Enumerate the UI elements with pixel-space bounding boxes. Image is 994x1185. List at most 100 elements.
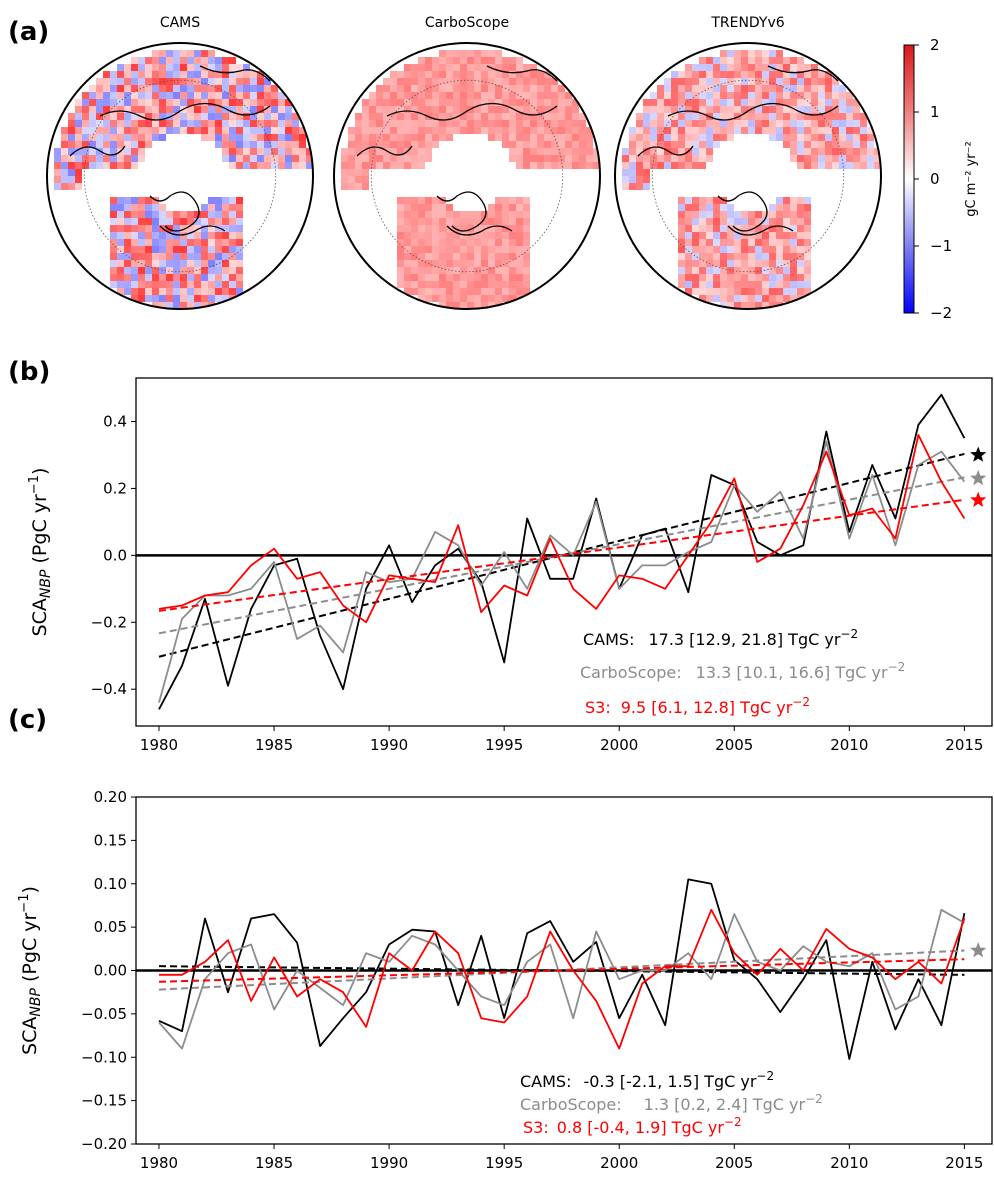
map-cell [699, 71, 706, 78]
map-cell [825, 155, 832, 162]
map-cell [271, 120, 278, 127]
map-cell [839, 155, 846, 162]
map-cell [706, 57, 713, 64]
map-cell [229, 260, 236, 267]
map-cell [215, 92, 222, 99]
map-cell [825, 78, 832, 85]
map-cell [61, 183, 68, 190]
map-cell [250, 78, 257, 85]
map-cells [341, 50, 600, 309]
map-cell [103, 155, 110, 162]
map-cell [734, 64, 741, 71]
map-cell [516, 92, 523, 99]
map-cell [131, 92, 138, 99]
map-cell [152, 134, 159, 141]
map-cell [762, 288, 769, 295]
coastline-segment [727, 225, 794, 236]
map-cell [54, 155, 61, 162]
map-cell [404, 253, 411, 260]
map-cell [734, 127, 741, 134]
map-cell [404, 232, 411, 239]
map-cell [678, 106, 685, 113]
map-cell [222, 113, 229, 120]
map-cell [530, 106, 537, 113]
map-cell [713, 141, 720, 148]
map-cell [509, 64, 516, 71]
map-cell [762, 253, 769, 260]
map-cell [509, 85, 516, 92]
map-cell [117, 260, 124, 267]
map-cell [96, 155, 103, 162]
map-cell [145, 225, 152, 232]
map-cell [734, 295, 741, 302]
map-cell [544, 71, 551, 78]
map-cell [418, 253, 425, 260]
map-cell [194, 246, 201, 253]
map-cell [755, 218, 762, 225]
coastline-segment [149, 191, 200, 232]
map-cell [236, 71, 243, 78]
map-cell [734, 288, 741, 295]
map-cell [685, 260, 692, 267]
map-cell [586, 141, 593, 148]
map-cell [818, 99, 825, 106]
map-cell [790, 85, 797, 92]
map-cell [685, 127, 692, 134]
map-cell [488, 218, 495, 225]
map-cell [790, 204, 797, 211]
map-cell [215, 274, 222, 281]
map-cell [89, 85, 96, 92]
map-cell [699, 260, 706, 267]
map-cell [488, 99, 495, 106]
map-cell [159, 302, 166, 309]
map-cell [208, 120, 215, 127]
map-cell [243, 155, 250, 162]
map-cell [418, 274, 425, 281]
map-cell [229, 267, 236, 274]
map-cell [474, 274, 481, 281]
map-cell [860, 162, 867, 169]
map-cell [636, 183, 643, 190]
map-cell [474, 218, 481, 225]
map-cell [699, 211, 706, 218]
map-cell [671, 127, 678, 134]
map-cell [285, 106, 292, 113]
coastline-segment [159, 225, 226, 236]
map-cell [187, 232, 194, 239]
map-cell [699, 267, 706, 274]
map-cell [678, 85, 685, 92]
map-cell [103, 148, 110, 155]
map-cell [699, 162, 706, 169]
map-cell [509, 148, 516, 155]
map-cell [551, 127, 558, 134]
map-cell [201, 246, 208, 253]
map-cell [523, 239, 530, 246]
map-cell [558, 148, 565, 155]
map-cell [762, 92, 769, 99]
map-cell [685, 211, 692, 218]
map-cell [467, 295, 474, 302]
map-cell [671, 162, 678, 169]
map-cell [481, 253, 488, 260]
map-cell [853, 106, 860, 113]
map-cell [439, 85, 446, 92]
map-cell [201, 274, 208, 281]
map-cell [208, 99, 215, 106]
map-cell [622, 155, 629, 162]
map-cell [439, 267, 446, 274]
map-cell [860, 141, 867, 148]
map-cell [678, 162, 685, 169]
map-cell [530, 127, 537, 134]
map-cell [208, 134, 215, 141]
map-cell [131, 85, 138, 92]
map-cell [818, 71, 825, 78]
map-cell [411, 246, 418, 253]
map-cell [96, 134, 103, 141]
map-cell [657, 113, 664, 120]
map-cell [685, 85, 692, 92]
map-cells [54, 50, 313, 309]
map-cell [348, 155, 355, 162]
map-cell [685, 92, 692, 99]
map-cell [502, 295, 509, 302]
map-cell [257, 134, 264, 141]
